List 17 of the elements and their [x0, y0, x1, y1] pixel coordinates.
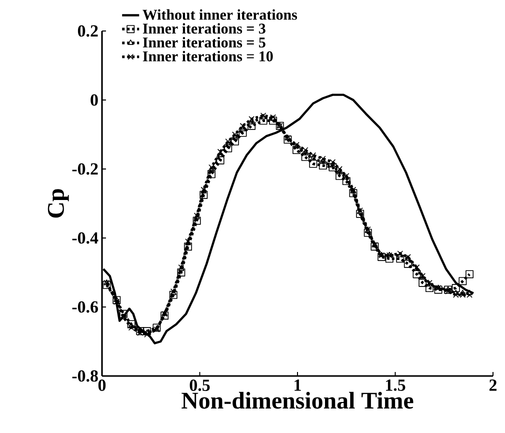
x-tick-label: 2 [489, 380, 497, 391]
x-tick-label: 1.5 [386, 380, 406, 391]
y-tick-label: 0 [90, 94, 98, 106]
legend-label: Inner iterations = 3 [142, 23, 266, 34]
x-tick-label: 1 [294, 380, 301, 391]
legend-label: Inner iterations = 10 [142, 50, 273, 62]
y-tick-label: -0.6 [72, 301, 98, 313]
legend-label: Without inner iterations [142, 9, 298, 20]
y-tick-label: -0.2 [72, 163, 98, 175]
y-tick-label: 0.2 [78, 25, 98, 37]
legend-label: Inner iterations = 5 [142, 37, 266, 48]
x-tick-label: 0.5 [190, 380, 210, 392]
x-axis-title: Non-dimensional Time [182, 392, 414, 409]
y-tick-label: -0.4 [72, 232, 98, 244]
y-tick-label: -0.8 [72, 370, 98, 382]
x-tick-label: 0 [98, 380, 106, 391]
y-axis-title: Cp [48, 189, 69, 218]
